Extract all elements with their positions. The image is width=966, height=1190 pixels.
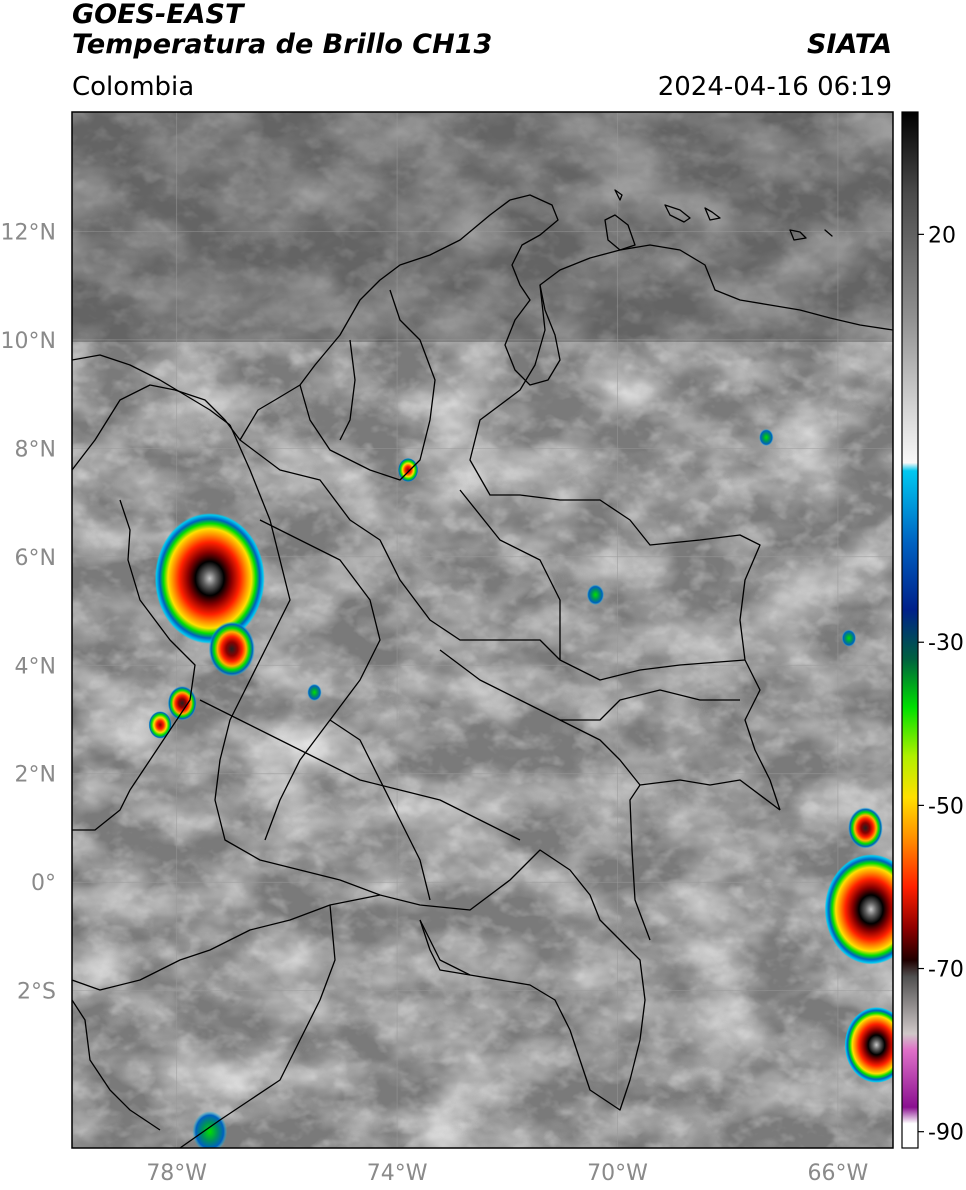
lon-tick-label-3: 66°W [808, 1161, 869, 1186]
lon-tick-label-1: 74°W [367, 1161, 428, 1186]
storm-cell-3 [148, 711, 172, 739]
colombia-venezuela-border [469, 284, 781, 811]
colorbar-gradient [902, 112, 918, 1148]
colorbar-tick-label-4: -90 [928, 1121, 964, 1146]
map-frame [71, 111, 894, 1149]
colorbar-tick-label-2: -50 [928, 794, 964, 819]
lat-tick-label-1: 10°N [1, 329, 56, 354]
storm-cell-10 [841, 629, 857, 647]
storm-cell-8 [192, 1111, 228, 1148]
trinidad [604, 214, 636, 251]
convective-storms [148, 428, 893, 1148]
storm-cell-5 [824, 854, 893, 965]
internal-boundary-8 [329, 719, 431, 901]
dry-sea-region [72, 112, 893, 342]
internal-boundary-3 [259, 519, 381, 841]
title-line2: Temperatura de Brillo CH13 [72, 29, 493, 60]
internal-boundary-7 [199, 699, 521, 841]
lat-tick-label-5: 2°N [15, 763, 56, 788]
caribbean-islands [614, 189, 833, 241]
storm-cell-4 [397, 457, 419, 483]
colorbar: 20 -30 -50 -70 -90 [901, 111, 964, 1149]
organization-label: SIATA [806, 29, 892, 60]
lat-tick-label-0: 12°N [1, 220, 56, 245]
colorbar-tick-label-1: -30 [928, 631, 964, 656]
internal-boundary-2 [299, 289, 436, 481]
colombia-outline [214, 424, 646, 1111]
colorbar-tick-label-3: -70 [928, 958, 964, 983]
caribbean-coastline [72, 194, 893, 471]
longitude-tick-labels: 78°W 74°W 70°W 66°W [146, 1161, 868, 1186]
storm-cell-12 [307, 683, 322, 701]
storm-cell-7 [848, 807, 883, 849]
lat-tick-label-3: 6°N [15, 546, 56, 571]
internal-boundary-9 [560, 689, 740, 721]
lon-tick-label-0: 78°W [146, 1161, 207, 1186]
colorbar-frame [901, 111, 919, 1149]
colorbar-ticks: 20 -30 -50 -70 -90 [918, 223, 964, 1146]
pacific-coastline [72, 499, 196, 831]
region-label: Colombia [72, 72, 195, 102]
ecuador-coast [72, 999, 161, 1131]
internal-boundary-6 [339, 339, 356, 441]
storm-cell-1 [208, 621, 255, 677]
title-line1: GOES-EAST [72, 0, 244, 30]
latitude-tick-labels: 12°N 10°N 8°N 6°N 4°N 2°N 0° 2°S [1, 220, 56, 1004]
panama-coast [72, 354, 231, 426]
timestamp: 2024-04-16 06:19 [657, 72, 892, 102]
lat-tick-label-4: 4°N [15, 654, 56, 679]
lat-tick-label-7: 2°S [17, 980, 56, 1005]
colorbar-tick-label-0: 20 [928, 223, 956, 248]
internal-boundary-1 [239, 439, 746, 681]
ecuador-peru-border [72, 894, 381, 991]
peru-internal [179, 904, 336, 1148]
borders-and-coastlines [72, 189, 893, 1148]
storm-cell-6 [844, 1007, 893, 1083]
lat-tick-label-6: 0° [31, 871, 56, 896]
storm-cell-2 [167, 686, 197, 721]
storm-cell-0 [154, 513, 265, 644]
lat-tick-label-2: 8°N [15, 437, 56, 462]
internal-boundary-5 [459, 489, 561, 660]
storm-cell-9 [586, 584, 605, 606]
storm-cell-11 [759, 428, 774, 447]
lon-tick-label-2: 70°W [587, 1161, 648, 1186]
peru-brazil-border [419, 919, 471, 976]
